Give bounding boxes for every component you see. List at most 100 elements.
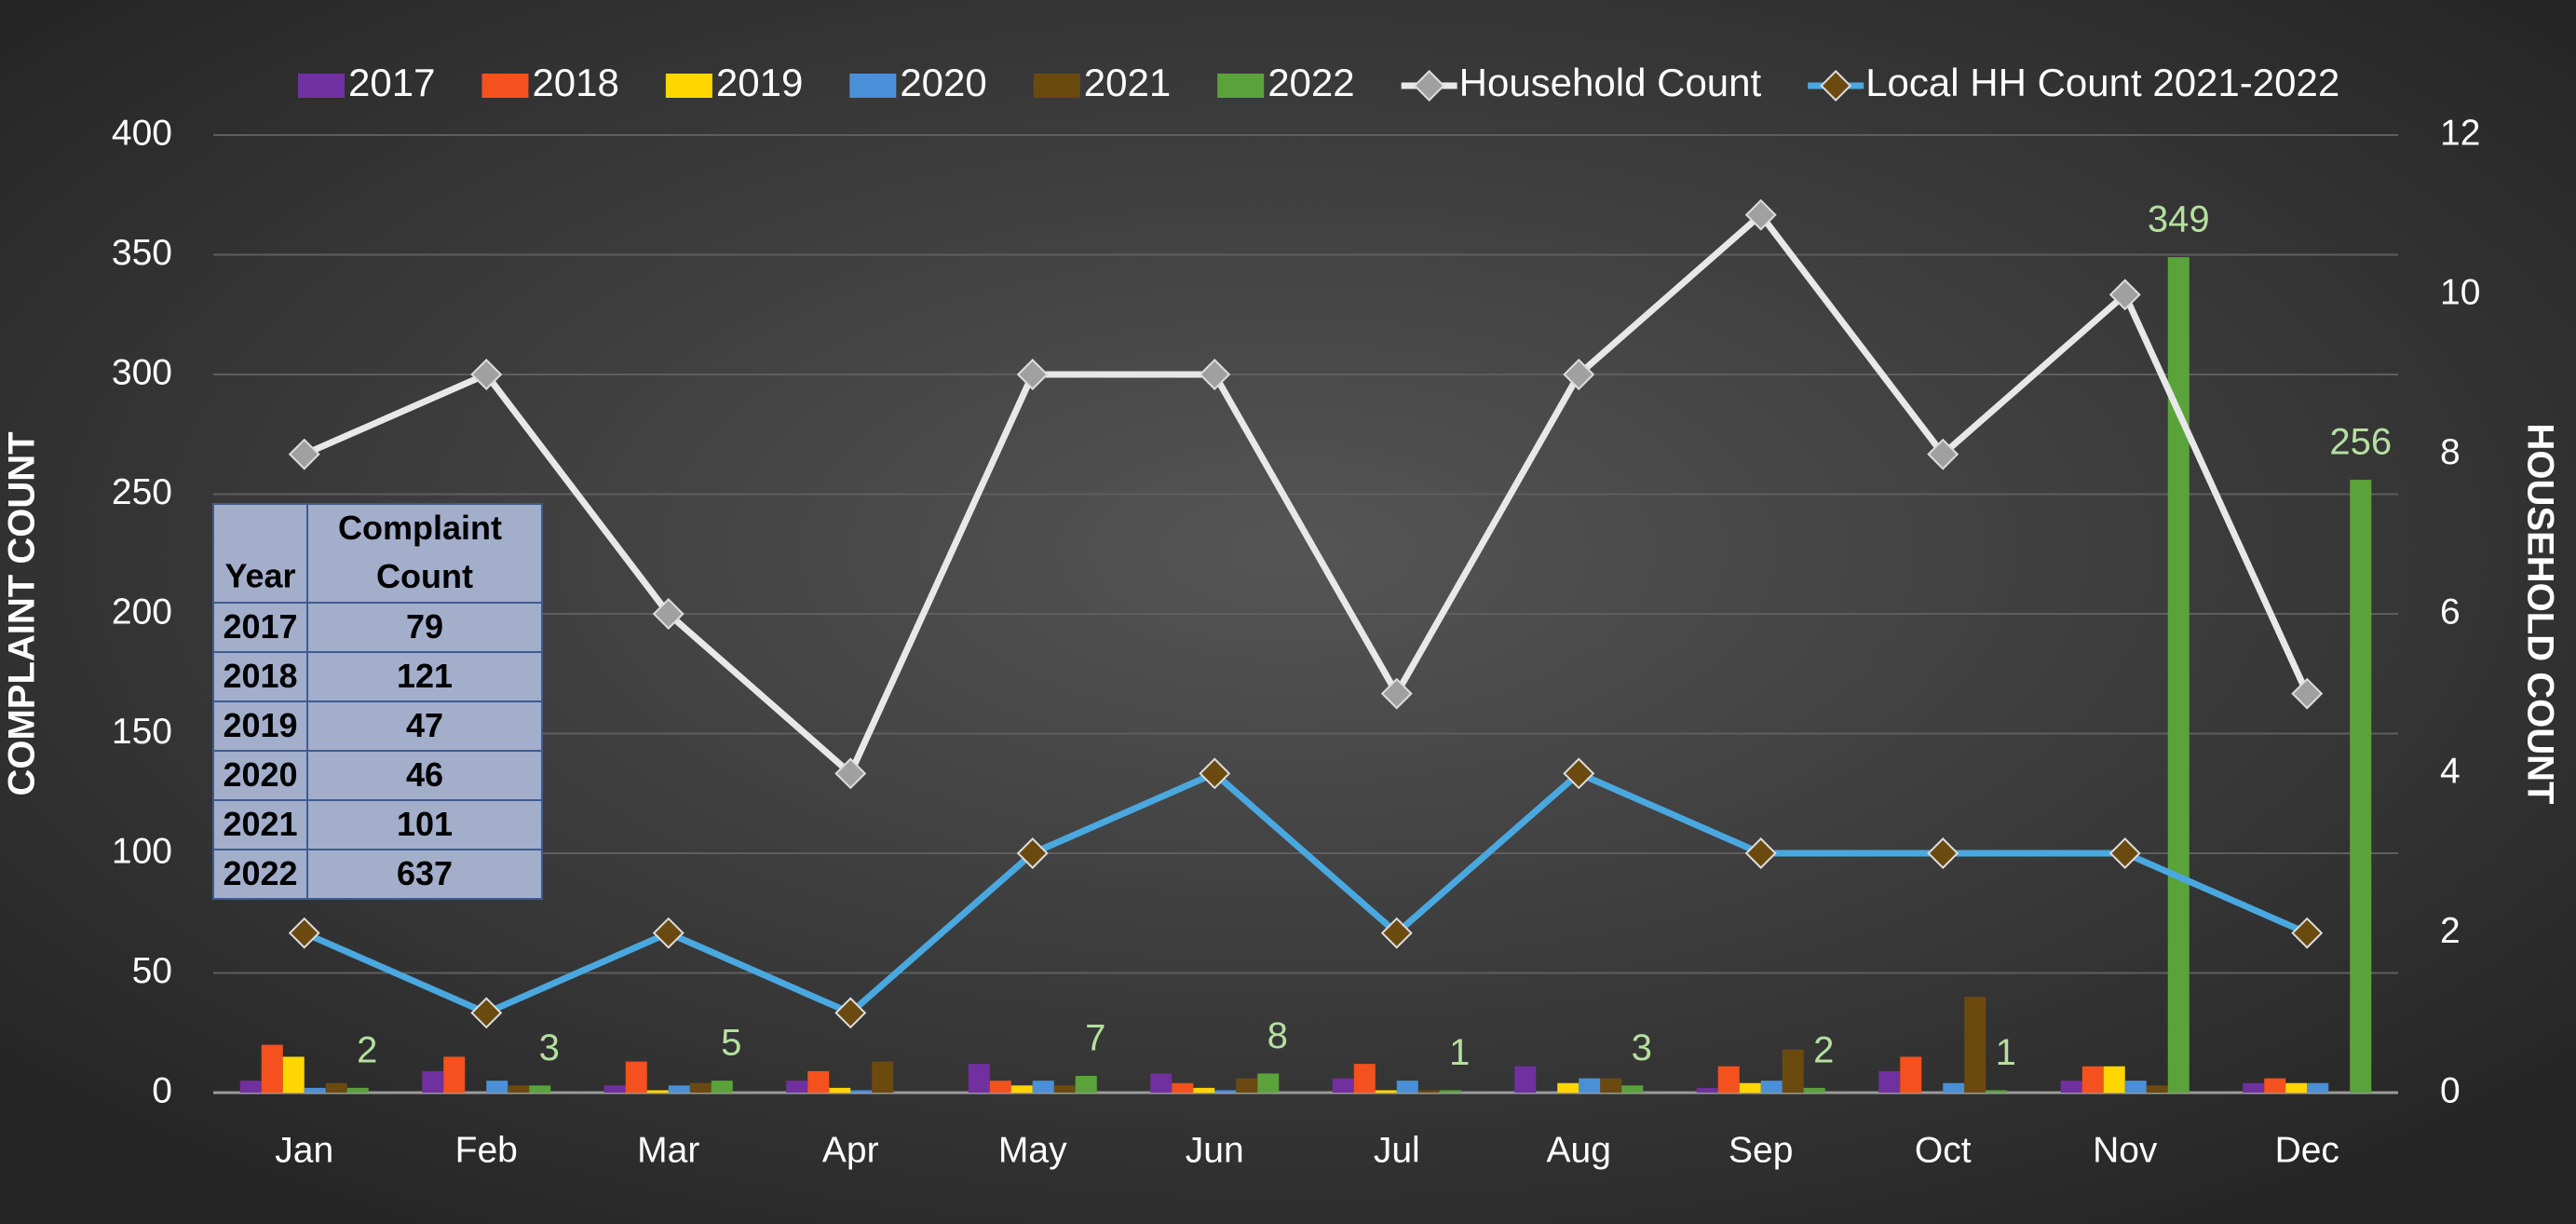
bar (1621, 1085, 1644, 1093)
marker (1927, 837, 1959, 869)
bar (529, 1085, 551, 1093)
bar (850, 1090, 873, 1093)
y-axis-label: COMPLAINT COUNT (2, 431, 43, 796)
bar (2350, 480, 2372, 1093)
x-tick-label: Sep (1729, 1130, 1793, 1170)
bar (1236, 1078, 1258, 1093)
bar (1150, 1073, 1173, 1093)
bar (1417, 1090, 1440, 1093)
table-header: Complaint Count (338, 509, 511, 595)
table-cell: 2020 (223, 755, 297, 794)
bar (2103, 1066, 2125, 1093)
bar (872, 1061, 894, 1093)
bar (2124, 1081, 2147, 1093)
y-tick-label: 100 (112, 831, 172, 871)
data-label: 8 (1268, 1015, 1288, 1056)
table-cell: 101 (397, 805, 453, 843)
line (303, 769, 2309, 1016)
bar (603, 1085, 626, 1093)
bar (829, 1087, 851, 1093)
marker (2108, 837, 2141, 869)
bar (1053, 1085, 1076, 1093)
bar (711, 1081, 733, 1093)
y2-tick-label: 2 (2440, 911, 2461, 951)
bar (1900, 1056, 1922, 1093)
bar (261, 1044, 283, 1093)
bar (1878, 1070, 1901, 1093)
legend-swatch (298, 74, 345, 98)
y-tick-label: 0 (152, 1070, 172, 1110)
bar (1257, 1073, 1280, 1093)
table-cell: 2017 (223, 607, 297, 646)
marker (2108, 279, 2141, 311)
bar (282, 1056, 305, 1093)
x-tick-label: Aug (1547, 1130, 1611, 1170)
bar (1739, 1082, 1761, 1093)
marker (288, 917, 320, 949)
bar (625, 1061, 647, 1093)
bar (786, 1081, 808, 1093)
bar (1514, 1066, 1537, 1093)
marker (1016, 359, 1049, 390)
legend-swatch (849, 74, 897, 98)
bar (1396, 1081, 1418, 1093)
bar (1760, 1081, 1783, 1093)
data-label: 7 (1085, 1018, 1105, 1059)
bar (1172, 1082, 1194, 1093)
y2-tick-label: 8 (2440, 432, 2461, 472)
bar (2146, 1085, 2168, 1093)
data-label: 1 (1449, 1032, 1470, 1073)
table-cell: 2022 (223, 854, 297, 892)
data-label: 349 (2148, 199, 2210, 240)
legend-label: 2019 (716, 61, 803, 104)
x-tick-label: Jul (1374, 1130, 1420, 1170)
bar (1579, 1078, 1601, 1093)
y2-tick-label: 0 (2440, 1070, 2461, 1110)
bar (1214, 1090, 1237, 1093)
marker (1563, 757, 1595, 790)
marker (1199, 757, 1231, 790)
y-tick-label: 300 (112, 352, 172, 392)
line (303, 211, 2311, 777)
marker (652, 917, 685, 949)
summary-table: Year Complaint Count 2017 79 2018 121 2019 47 20… (212, 503, 543, 900)
y-tick-label: 200 (112, 592, 172, 632)
marker (834, 757, 867, 790)
data-label: 3 (1632, 1027, 1652, 1068)
marker (1744, 198, 1777, 231)
bar (1032, 1081, 1054, 1093)
bar (2285, 1082, 2308, 1093)
x-tick-label: Jun (1186, 1130, 1244, 1170)
bar (2243, 1082, 2265, 1093)
y-tick-label: 400 (112, 113, 172, 153)
table-cell: 637 (397, 854, 453, 892)
legend-label: Local HH Count 2021-2022 (1865, 61, 2339, 104)
x-tick-label: Apr (822, 1130, 879, 1170)
bar (1986, 1090, 2008, 1093)
bar (1439, 1090, 1461, 1093)
bar (239, 1081, 262, 1093)
bar (1557, 1082, 1579, 1093)
y2-tick-label: 6 (2440, 592, 2461, 632)
bar (1332, 1078, 1354, 1093)
x-tick-label: Feb (455, 1130, 518, 1170)
legend-marker (1820, 70, 1852, 102)
table-cell: 2018 (223, 657, 297, 695)
x-tick-label: May (998, 1130, 1067, 1170)
bar (422, 1070, 444, 1093)
legend-marker (1413, 70, 1445, 102)
bar (668, 1085, 690, 1093)
bar (1717, 1066, 1740, 1093)
data-label: 3 (539, 1027, 560, 1068)
table-cell: 2021 (223, 805, 297, 843)
bar (325, 1082, 347, 1093)
y-tick-label: 150 (112, 712, 172, 752)
table-header: Year (224, 557, 295, 595)
table-cell: 46 (406, 755, 443, 794)
table-cell: 79 (406, 607, 443, 646)
marker (2291, 677, 2324, 710)
bar (2307, 1082, 2329, 1093)
bar (1075, 1076, 1097, 1093)
marker (470, 997, 503, 1029)
legend-swatch (1217, 74, 1265, 98)
